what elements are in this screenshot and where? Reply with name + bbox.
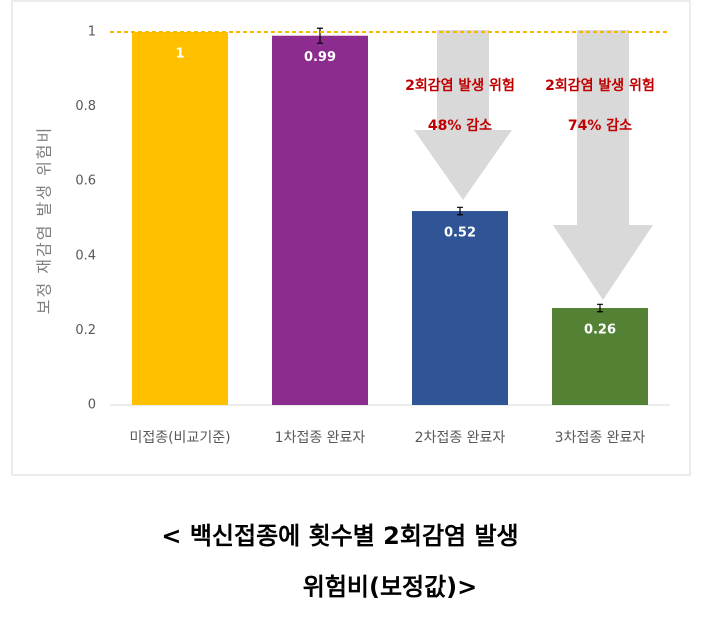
bar <box>132 32 228 405</box>
value-label: 0.52 <box>444 226 476 241</box>
value-label: 1 <box>175 47 184 62</box>
y-tick-label: 1 <box>88 25 96 40</box>
x-tick-label: 3차접종 완료자 <box>555 430 646 446</box>
error-bar <box>317 27 323 44</box>
error-bar <box>457 206 463 216</box>
caption: 위험비(보정값)> <box>303 573 478 601</box>
bar <box>412 211 508 405</box>
caption: < 백신접종에 횟수별 2회감염 발생 <box>161 522 518 550</box>
error-bar <box>597 303 603 313</box>
y-tick-label: 0.4 <box>75 248 96 263</box>
annotation: 2회감염 발생 위험 <box>545 77 655 94</box>
annotation: 48% 감소 <box>428 117 492 134</box>
x-tick-label: 2차접종 완료자 <box>415 430 506 446</box>
annotation: 2회감염 발생 위험 <box>405 77 515 94</box>
bar <box>272 35 368 405</box>
y-axis-label: 보정 재감염 발생 위험비 <box>35 126 54 314</box>
value-label: 0.26 <box>584 323 616 338</box>
y-tick-label: 0.2 <box>75 323 96 338</box>
y-tick-label: 0.6 <box>75 174 96 189</box>
x-tick-label: 미접종(비교기준) <box>129 430 230 446</box>
y-tick-label: 0 <box>88 398 96 413</box>
bar <box>552 308 648 405</box>
annotation: 74% 감소 <box>568 117 632 134</box>
y-tick-label: 0.8 <box>75 99 96 114</box>
arrow <box>414 30 512 200</box>
arrow <box>553 30 653 300</box>
x-tick-label: 1차접종 완료자 <box>275 430 366 446</box>
value-label: 0.99 <box>304 50 336 65</box>
